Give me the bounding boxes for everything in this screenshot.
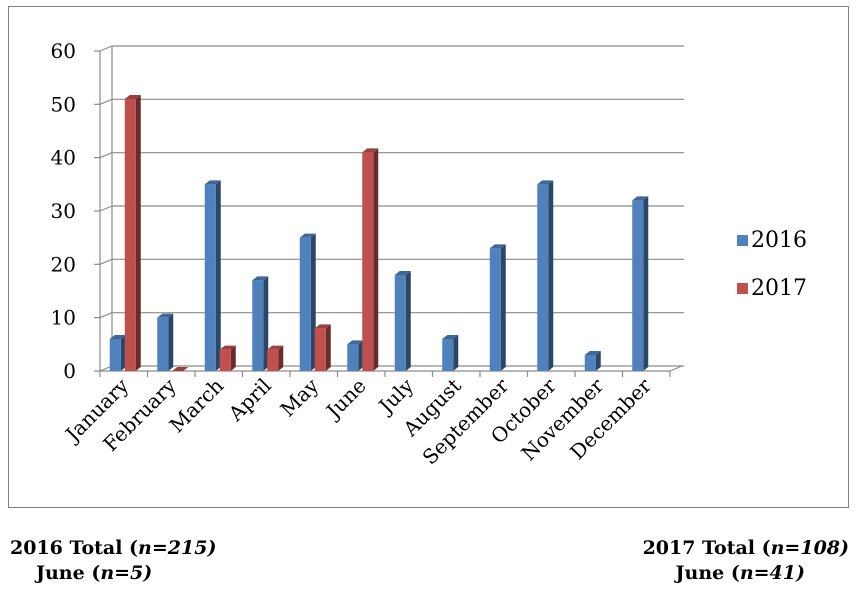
x-tick-label: April xyxy=(223,374,276,427)
y-tick-label: 0 xyxy=(63,359,76,383)
x-tick-label: May xyxy=(275,373,323,421)
gridline-depth xyxy=(99,152,113,159)
footer-2016-june-label: June ( xyxy=(36,562,101,584)
bar-2016-december xyxy=(632,196,649,371)
bar-2017-april xyxy=(267,345,284,371)
x-tick-label: June xyxy=(320,374,371,425)
footer-2017-total: 2017 Total (n=108) xyxy=(643,537,849,559)
legend-swatch xyxy=(737,235,748,246)
bar-2017-january xyxy=(124,95,141,371)
bar-2016-september xyxy=(489,244,506,371)
footer-2017-june: June (n=41) xyxy=(676,562,805,584)
bar-2017-march xyxy=(219,345,236,371)
bar-2016-october xyxy=(537,180,554,371)
footer-2016-total: 2016 Total (n=215) xyxy=(10,537,216,559)
gridline-depth xyxy=(99,312,113,319)
footer-2017-june-label: June ( xyxy=(675,562,740,584)
y-tick-label: 60 xyxy=(51,39,76,63)
bar-2016-august xyxy=(442,335,459,371)
footer-2017-june-n: n=41) xyxy=(739,562,805,584)
footer-2016-total-label: 2016 Total ( xyxy=(10,537,139,559)
y-tick-label: 20 xyxy=(51,252,76,276)
y-tick-label: 30 xyxy=(51,199,76,223)
bar-2016-november xyxy=(584,351,601,371)
y-tick-label: 40 xyxy=(51,146,76,170)
bar-2016-february xyxy=(157,313,174,371)
y-tick-label: 50 xyxy=(51,92,76,116)
bar-2016-june xyxy=(347,340,364,371)
footer-2016-june: June (n=5) xyxy=(36,562,152,584)
x-axis-depth xyxy=(669,365,683,372)
chart-frame xyxy=(8,6,849,508)
bar-2016-may xyxy=(299,233,316,371)
bar-2017-february xyxy=(172,367,189,371)
bar-2016-july xyxy=(394,271,411,371)
gridline-depth xyxy=(99,258,113,265)
gridline-depth xyxy=(99,98,113,105)
bar-2017-june xyxy=(362,148,379,371)
footer-2016-june-n: n=5) xyxy=(100,562,153,584)
bar-2016-march xyxy=(204,180,221,371)
gridline-depth xyxy=(99,45,113,52)
y-tick-label: 10 xyxy=(51,306,76,330)
bar-2017-may xyxy=(314,324,331,371)
footer-2016-total-n: n=215) xyxy=(138,537,217,559)
bar-2016-april xyxy=(252,276,269,371)
gridline-depth xyxy=(99,205,113,212)
x-tick-label: March xyxy=(165,373,229,437)
footer-2017-total-n: n=108) xyxy=(770,537,849,559)
bar-2016-january xyxy=(109,335,126,371)
footer-2017-total-label: 2017 Total ( xyxy=(642,537,771,559)
legend-label: 2016 xyxy=(751,228,807,253)
legend-swatch xyxy=(737,283,748,294)
legend-label: 2017 xyxy=(751,276,807,301)
